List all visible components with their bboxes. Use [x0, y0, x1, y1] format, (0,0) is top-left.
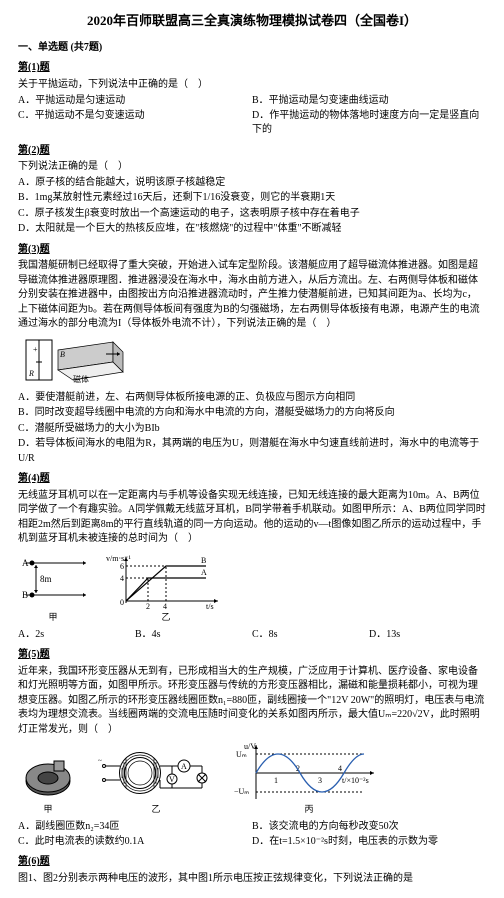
svg-text:8m: 8m [40, 574, 52, 584]
transformer-photo-icon [18, 753, 78, 803]
q4-stem: 无线蓝牙耳机可以在一定距离内与手机等设备实现无线连接，已知无线连接的最大距离为1… [18, 489, 486, 547]
q5-fig3: u/V t/×10⁻²s Uₘ −Uₘ 1 2 3 4 丙 [234, 741, 384, 816]
q3-optA: A．要使潜艇前进，左、右两侧导体板所接电源的正、负极应与图示方向相同 [18, 391, 486, 406]
q5-fig1: 甲 [18, 753, 78, 816]
q4-figures: A B 8m 甲 v/m·s⁻¹ t/s 0 4 6 2 4 [18, 551, 486, 624]
svg-text:1: 1 [274, 776, 278, 785]
svg-text:B: B [22, 590, 28, 600]
svg-text:Uₘ: Uₘ [236, 750, 247, 759]
q5-optD: D．在t=1.5×10⁻²s时刻，电压表的示数为零 [252, 835, 486, 850]
q5-optA: A．副线圈匝数n₂=34匝 [18, 820, 252, 835]
svg-text:~: ~ [98, 757, 102, 765]
q5-fig1-label: 甲 [18, 803, 78, 816]
q1-stem: 关于平抛运动，下列说法中正确的是（ ） [18, 78, 486, 93]
q2-optA: A．原子核的结合能越大，说明该原子核越稳定 [18, 176, 486, 191]
q4-fig1: A B 8m 甲 [18, 551, 88, 624]
q5-optB: B．该交流电的方向每秒改变50次 [252, 820, 486, 835]
q5-fig3-label: 丙 [234, 803, 384, 816]
svg-text:v/m·s⁻¹: v/m·s⁻¹ [106, 554, 131, 563]
q4-fig2-label: 乙 [106, 611, 226, 624]
q5-stem: 近年来，我国环形变压器从无到有，已形成相当大的生产规模，广泛应用于计算机、医疗设… [18, 665, 486, 738]
q5-figures: 甲 ~ A [18, 741, 486, 816]
section-heading: 一、单选题 (共7题) [18, 41, 486, 56]
svg-text:4: 4 [338, 764, 342, 773]
q3-stem: 我国潜艇研制已经取得了重大突破，开始进入试车定型阶段。该潜艇应用了超导磁流体推进… [18, 259, 486, 332]
q5-optC: C．此时电流表的读数约0.1A [18, 835, 252, 850]
q3-number: 第(3)题 [18, 243, 486, 258]
circuit-diagram-icon: ~ A V [96, 748, 216, 803]
svg-text:A: A [181, 762, 187, 771]
svg-text:t/×10⁻²s: t/×10⁻²s [342, 776, 369, 785]
q1-optA: A．平抛运动是匀速运动 [18, 94, 252, 109]
q5-number: 第(5)题 [18, 648, 486, 663]
svg-text:t/s: t/s [206, 602, 214, 611]
q4-fig1-label: 甲 [18, 611, 88, 624]
q1-options: A．平抛运动是匀速运动 B．平抛运动是匀变速曲线运动 C．平抛运动不是匀变速运动… [18, 94, 486, 138]
q5-fig2-label: 乙 [96, 803, 216, 816]
svg-text:0: 0 [120, 598, 124, 607]
q1-optD: D．作平抛运动的物体落地时速度方向一定是竖直向下的 [252, 109, 486, 138]
q2-optC: C．原子核发生β衰变时放出一个高速运动的电子，这表明原子核中存在着电子 [18, 207, 486, 222]
q4-optA: A．2s [18, 628, 135, 643]
q2-number: 第(2)题 [18, 144, 486, 159]
track-diagram-icon: A B 8m [18, 551, 88, 611]
svg-text:3: 3 [318, 776, 322, 785]
q3-optB: B．同时改变超导线圈中电流的方向和海水中电流的方向，潜艇受磁场力的方向将反向 [18, 406, 486, 421]
svg-text:4: 4 [163, 602, 167, 611]
q5-options: A．副线圈匝数n₂=34匝 B．该交流电的方向每秒改变50次 C．此时电流表的读… [18, 820, 486, 849]
page-title: 2020年百师联盟高三全真演练物理模拟试卷四（全国卷I） [18, 12, 486, 31]
q2-stem: 下列说法正确的是（ ） [18, 160, 486, 175]
q2-optD: D．太阳就是一个巨大的热核反应堆，在"核燃烧"的过程中"体重"不断减轻 [18, 222, 486, 237]
svg-text:A: A [201, 568, 207, 577]
svg-text:R: R [28, 369, 34, 378]
svg-text:V: V [169, 775, 175, 784]
q4-optC: C．8s [252, 628, 369, 643]
svg-text:B: B [201, 556, 206, 565]
q4-number: 第(4)题 [18, 472, 486, 487]
q4-optB: B．4s [135, 628, 252, 643]
q3-optC: C．潜艇所受磁场力的大小为BIb [18, 422, 486, 437]
svg-text:−Uₘ: −Uₘ [234, 787, 249, 796]
svg-text:磁体: 磁体 [73, 374, 89, 384]
svg-text:A: A [22, 558, 29, 568]
sine-wave-icon: u/V t/×10⁻²s Uₘ −Uₘ 1 2 3 4 [234, 741, 384, 803]
q6-stem: 图1、图2分别表示两种电压的波形，其中图1所示电压按正弦规律变化，下列说法正确的… [18, 872, 486, 887]
q1-optB: B．平抛运动是匀变速曲线运动 [252, 94, 486, 109]
q4-optD: D．13s [369, 628, 486, 643]
q1-number: 第(1)题 [18, 61, 486, 76]
svg-text:B: B [60, 350, 65, 359]
q6-number: 第(6)题 [18, 855, 486, 870]
q3-figure: + R 磁体 B [18, 332, 486, 390]
vt-graph-icon: v/m·s⁻¹ t/s 0 4 6 2 4 A B [106, 551, 226, 611]
propulsion-diagram-icon: + R 磁体 B [18, 332, 128, 390]
q4-fig2: v/m·s⁻¹ t/s 0 4 6 2 4 A B 乙 [106, 551, 226, 624]
q3-optD: D．若导体板间海水的电阻为R，其两端的电压为U，则潜艇在海水中匀速直线前进时，海… [18, 437, 486, 466]
q2-optB: B．1mg某放射性元素经过16天后，还剩下1/16没衰变，则它的半衰期1天 [18, 191, 486, 206]
q1-optC: C．平抛运动不是匀变速运动 [18, 109, 252, 138]
svg-text:+: + [33, 345, 38, 354]
q4-options: A．2s B．4s C．8s D．13s [18, 628, 486, 643]
svg-text:6: 6 [120, 562, 124, 571]
q5-fig2: ~ A V 乙 [96, 748, 216, 816]
svg-text:4: 4 [120, 574, 124, 583]
svg-text:2: 2 [146, 602, 150, 611]
